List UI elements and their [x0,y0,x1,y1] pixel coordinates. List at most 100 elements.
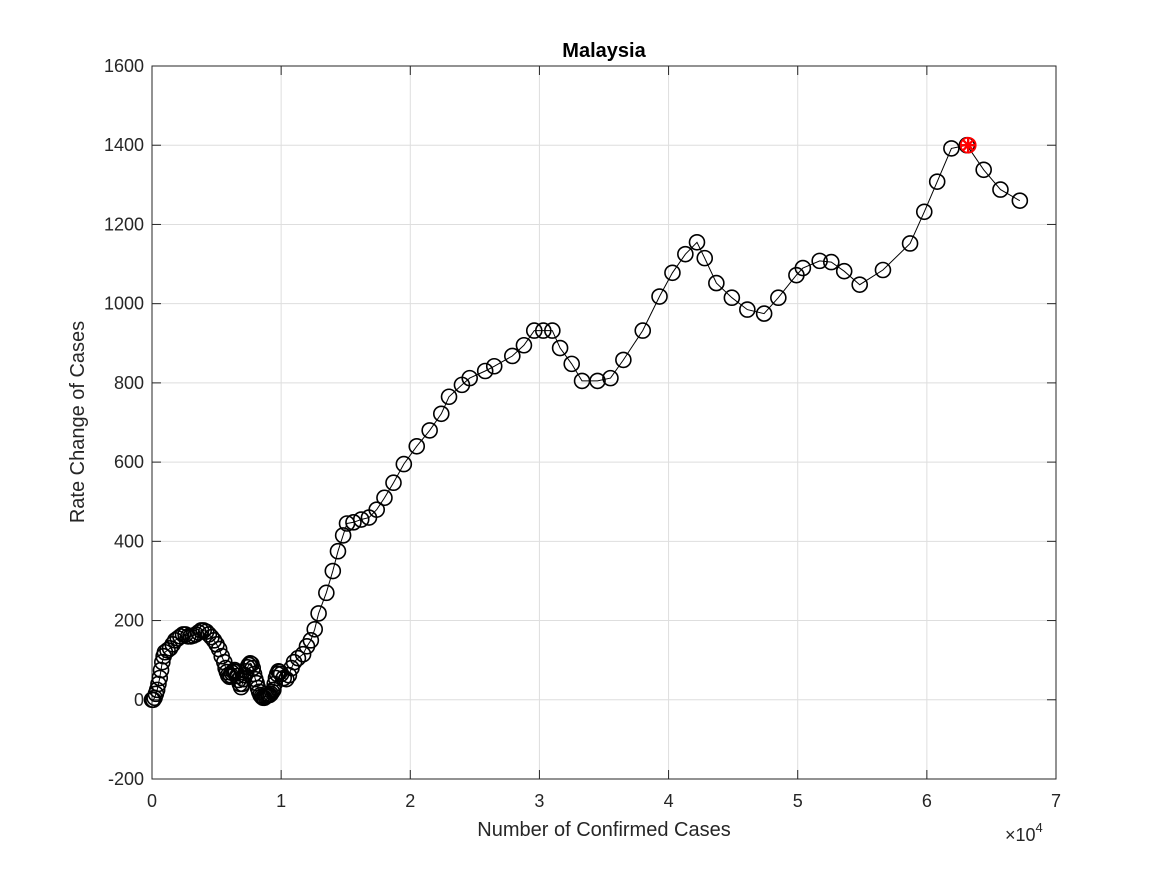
x-tick-label: 3 [534,791,544,811]
data-point [318,584,335,602]
y-tick-label: 400 [114,531,144,551]
data-point [634,322,652,339]
data-point [187,626,205,643]
data-point [651,288,668,305]
x-tick-label: 1 [276,791,286,811]
data-point [901,235,919,252]
x-scale-multiplier: ×104 [1005,820,1043,845]
data-point [334,527,352,544]
data-point [811,252,828,270]
data-point [602,369,619,387]
x-scale-base: ×10 [1005,825,1036,845]
y-tick-label: -200 [108,769,144,789]
x-tick-label: 6 [922,791,932,811]
y-tick-label: 0 [134,690,144,710]
data-point [515,336,533,354]
data-point [874,261,892,279]
data-point [408,437,426,455]
data-point [485,357,503,375]
data-point [723,289,741,307]
data-point [148,681,166,699]
data-point [688,233,706,251]
x-tick-label: 7 [1051,791,1061,811]
data-point [272,665,290,683]
data-point [261,686,278,704]
data-series [143,136,1029,709]
data-point [151,669,169,687]
data-point [589,372,606,390]
data-point [278,670,295,688]
data-point [289,649,307,667]
data-point [794,259,812,277]
data-point [835,262,853,280]
data-point [262,685,280,703]
y-tick-label: 600 [114,452,144,472]
data-point [770,289,787,307]
data-point [421,422,438,439]
x-axis-label: Number of Confirmed Cases [477,819,730,841]
data-point [169,630,187,647]
data-point [928,173,946,190]
data-point [432,405,450,423]
data-point [306,620,324,638]
data-point [345,514,362,531]
data-point [324,562,342,580]
y-axis-label: Rate Change of Cases [67,321,89,523]
tick-labels: 0 1 2 3 4 5 6 7-2000200400600800100012001400160… [104,56,1061,811]
data-point [525,322,543,339]
data-point [563,355,581,373]
y-tick-label: 1400 [104,135,144,155]
data-point [677,245,694,263]
y-tick-label: 1200 [104,214,144,234]
highlight [959,136,977,154]
data-point [368,501,386,518]
axes [151,65,1057,780]
data-point [395,455,413,473]
data-point [551,339,569,357]
data-point [310,605,327,622]
data-point [708,274,725,292]
data-point [851,276,869,293]
data-point [615,351,632,369]
data-point [302,632,320,649]
data-point [755,305,773,322]
data-point [440,388,458,406]
data-point [385,474,402,492]
data-point [943,140,960,157]
data-point [244,659,262,677]
data-point [461,369,478,387]
y-tick-label: 1600 [104,56,144,76]
y-tick-label: 800 [114,373,144,393]
x-tick-label: 0 [147,791,157,811]
data-point [504,347,521,365]
series-line [152,144,1021,701]
data-point [915,203,933,221]
data-point [992,181,1009,198]
data-point [822,253,840,271]
plot-box [151,65,1057,780]
data-point [294,645,312,663]
data-point [476,362,494,380]
data-point [664,264,681,282]
data-point [329,542,347,560]
data-point [544,322,561,339]
data-point [376,489,393,507]
data-point [975,161,992,179]
highlight-star-marker [960,137,976,153]
x-tick-label: 4 [664,791,674,811]
y-tick-label: 1000 [104,294,144,314]
data-point [205,632,223,649]
y-tick-label: 200 [114,611,144,631]
x-scale-exponent: 4 [1036,820,1043,835]
data-point [352,511,370,528]
data-point [1011,192,1029,209]
x-tick-label: 5 [793,791,803,811]
data-point [739,301,756,318]
highlight-star-stroke [961,138,975,152]
chart-title: Malaysia [562,40,646,62]
x-tick-label: 2 [405,791,415,811]
data-point [265,681,282,699]
data-point [696,249,714,267]
data-point [535,322,552,339]
